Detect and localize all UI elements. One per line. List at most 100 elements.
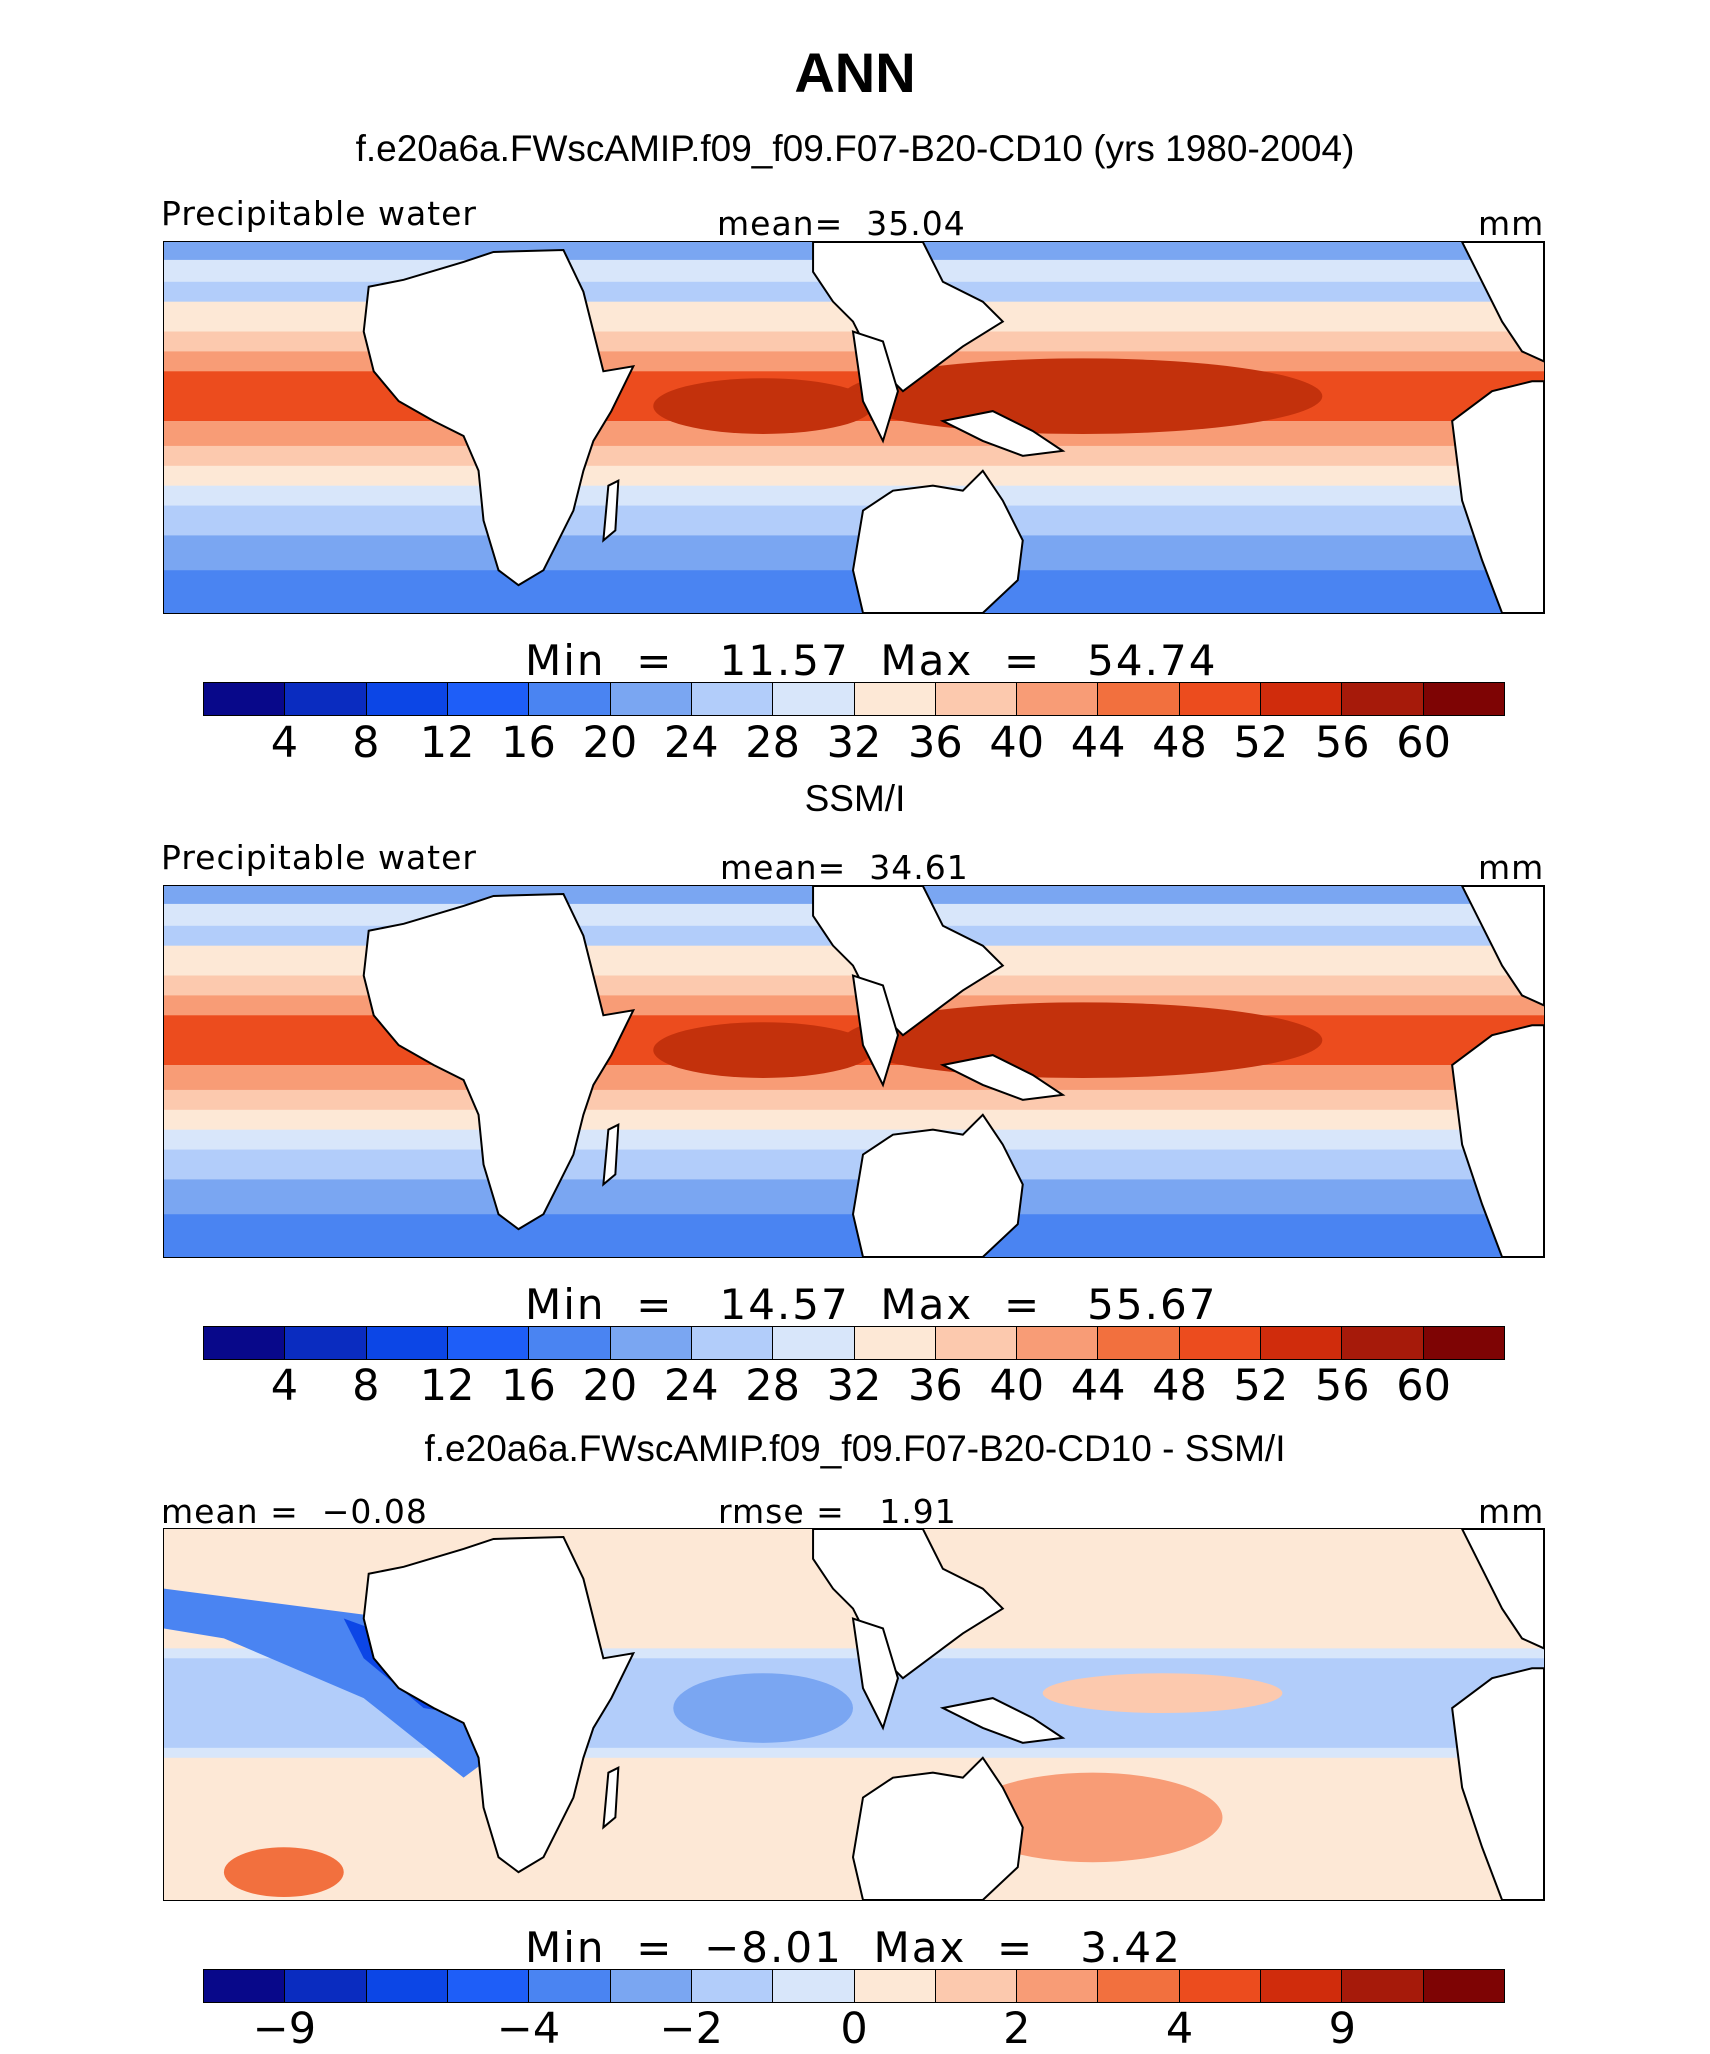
- map-field-svg: [164, 1529, 1544, 1900]
- continent-outline: [851, 1756, 1024, 1900]
- colorbar-swatch: [610, 1327, 692, 1359]
- colorbar-tick-label: 8: [352, 1361, 380, 1411]
- colorbar-tick-label: 40: [989, 718, 1045, 768]
- colorbar-swatch: [1342, 1327, 1424, 1359]
- colorbar-tick-label: 20: [582, 1361, 638, 1411]
- panel-2-colorbar-ticks: 4 8 12 16 20 24 28 32 36 40 44 48 52 56 60: [0, 1361, 1710, 1411]
- colorbar-swatch: [366, 1970, 448, 2002]
- colorbar-tick-label: 9: [1328, 2004, 1356, 2054]
- colorbar-tick-label: 36: [908, 718, 963, 768]
- colorbar-tick-label: 20: [582, 718, 638, 768]
- colorbar-tick-label: 4: [270, 1361, 299, 1411]
- colorbar-tick-label: 4: [270, 718, 299, 768]
- panel-1-variable-label: Precipitable water: [161, 194, 477, 233]
- colorbar-tick-label: 28: [745, 1361, 800, 1411]
- colorbar-swatch: [1423, 1970, 1504, 2002]
- continent-outline: [1451, 380, 1544, 613]
- continent-outline: [851, 1113, 1024, 1257]
- colorbar-swatch: [204, 683, 286, 715]
- field-blob: [962, 1772, 1223, 1863]
- continent-outline: [939, 1697, 1066, 1744]
- colorbar-tick-label: 56: [1314, 718, 1370, 768]
- colorbar-swatch: [447, 683, 530, 715]
- colorbar-tick-label: 32: [826, 1361, 882, 1411]
- colorbar-tick-label: −2: [659, 2004, 723, 2054]
- panel-1-colorbar-ticks: 4 8 12 16 20 24 28 32 36 40 44 48 52 56 60: [0, 718, 1710, 768]
- panel-1-units-label: mm: [1478, 204, 1545, 243]
- colorbar-swatch: [691, 683, 774, 715]
- colorbar-swatch: [529, 1327, 611, 1359]
- panel-1-minmax: Min = 11.57 Max = 54.74: [525, 636, 1218, 685]
- colorbar-swatch: [1342, 1970, 1424, 2002]
- colorbar-swatch: [854, 683, 936, 715]
- colorbar-swatch: [529, 1970, 611, 2002]
- colorbar-swatch: [285, 683, 367, 715]
- panel-2-units-label: mm: [1478, 848, 1545, 887]
- colorbar-swatch: [1017, 683, 1099, 715]
- panel-2-map: [163, 885, 1545, 1258]
- colorbar-tick-label: 0: [840, 2004, 868, 2054]
- field-band: [164, 1757, 1544, 1900]
- continent-outline: [851, 1617, 899, 1731]
- colorbar-tick-label: 52: [1233, 1361, 1289, 1411]
- field-blob: [1042, 1673, 1283, 1714]
- map-field-svg: [164, 886, 1544, 1257]
- colorbar-swatch: [610, 683, 692, 715]
- panel-2-minmax: Min = 14.57 Max = 55.67: [525, 1280, 1218, 1329]
- continent-outline: [362, 248, 636, 587]
- panel-3-colorbar-ticks: −9 −4 −2 0 2 4 9: [0, 2004, 1710, 2054]
- colorbar-tick-label: 24: [663, 1361, 719, 1411]
- field-band: [164, 1149, 1544, 1185]
- continent-outline: [851, 330, 899, 444]
- colorbar-swatch: [854, 1327, 936, 1359]
- colorbar-tick-label: 52: [1233, 718, 1289, 768]
- colorbar-swatch: [935, 1970, 1018, 2002]
- continent-outline: [1461, 1529, 1544, 1650]
- panel-3-title: f.e20a6a.FWscAMIP.f09_f09.F07-B20-CD10 -…: [424, 1428, 1286, 1469]
- colorbar-swatch: [935, 1327, 1018, 1359]
- colorbar-swatch: [1342, 683, 1424, 715]
- colorbar-swatch: [773, 1327, 855, 1359]
- colorbar-tick-label: 40: [989, 1361, 1045, 1411]
- colorbar-swatch: [1179, 1327, 1262, 1359]
- field-core: [843, 358, 1323, 434]
- colorbar-tick-label: 48: [1152, 1361, 1207, 1411]
- colorbar-tick-label: 12: [419, 1361, 475, 1411]
- colorbar-tick-label: 32: [826, 718, 882, 768]
- colorbar-tick-label: 12: [419, 718, 475, 768]
- colorbar-swatch: [204, 1970, 286, 2002]
- colorbar-swatch: [1098, 1970, 1180, 2002]
- colorbar-tick-label: 48: [1152, 718, 1207, 768]
- colorbar-swatch: [285, 1327, 367, 1359]
- panel-2-mean-label: mean= 34.61: [720, 848, 969, 887]
- colorbar-tick-label: 2: [1003, 2004, 1031, 2054]
- panel-2-colorbar: [203, 1326, 1505, 1360]
- colorbar-tick-label: 44: [1070, 718, 1126, 768]
- colorbar-tick-label: 8: [352, 718, 380, 768]
- colorbar-tick-label: −4: [496, 2004, 561, 2054]
- continent-outline: [1461, 242, 1544, 363]
- continent-outline: [1461, 886, 1544, 1007]
- colorbar-swatch: [773, 1970, 855, 2002]
- panel-3-colorbar: [203, 1969, 1505, 2003]
- field-blob: [164, 1588, 504, 1778]
- colorbar-tick-label: 24: [663, 718, 719, 768]
- colorbar-swatch: [1098, 683, 1180, 715]
- field-core: [653, 1022, 873, 1078]
- continent-outline: [939, 410, 1066, 457]
- colorbar-swatch: [1098, 1327, 1180, 1359]
- continent-outline: [812, 242, 1005, 393]
- continent-outline: [602, 479, 620, 543]
- colorbar-swatch: [691, 1970, 774, 2002]
- field-core: [843, 1002, 1323, 1078]
- panel-3-minmax: Min = −8.01 Max = 3.42: [525, 1923, 1182, 1972]
- panel-2-variable-label: Precipitable water: [161, 838, 477, 877]
- colorbar-swatch: [204, 1327, 286, 1359]
- panel-1-mean-label: mean= 35.04: [717, 204, 966, 243]
- panel-1-map: [163, 241, 1545, 614]
- colorbar-tick-label: 36: [908, 1361, 963, 1411]
- continent-outline: [362, 892, 636, 1231]
- panel-3-rmse-label: rmse = 1.91: [718, 1492, 957, 1531]
- panel-1-colorbar: [203, 682, 1505, 716]
- colorbar-swatch: [447, 1970, 530, 2002]
